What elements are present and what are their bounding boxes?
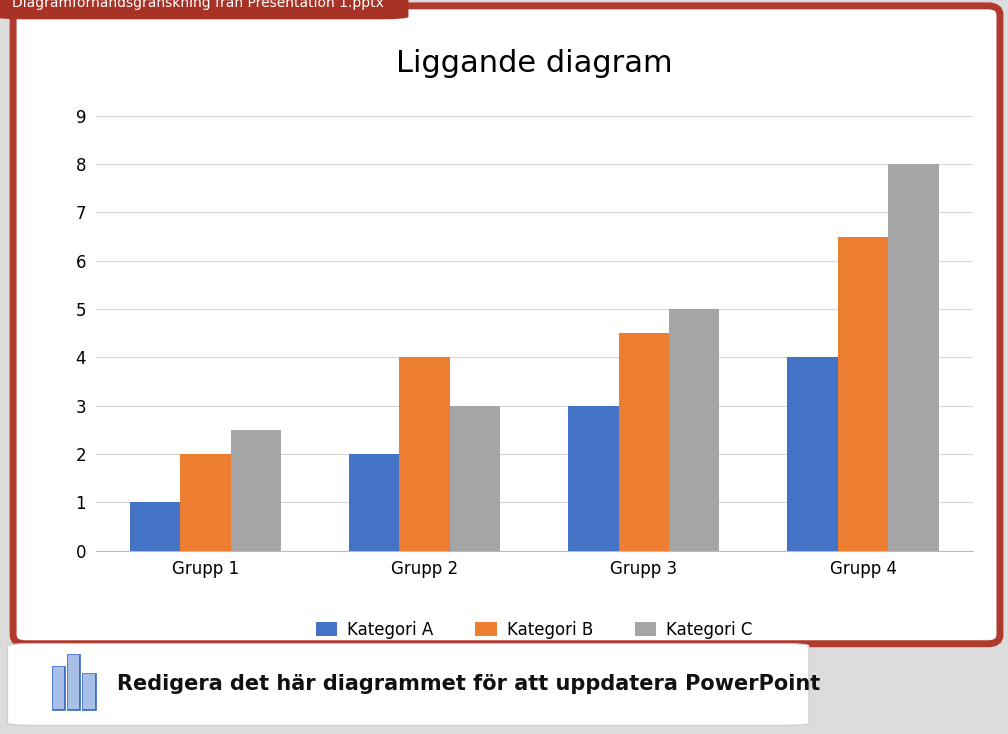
- Bar: [888, 164, 938, 550]
- Title: Liggande diagram: Liggande diagram: [396, 49, 672, 79]
- Bar: [619, 333, 669, 550]
- Text: Redigera det här diagrammet för att uppdatera PowerPoint: Redigera det här diagrammet för att uppd…: [117, 675, 821, 694]
- Bar: [787, 357, 838, 550]
- Bar: [450, 406, 500, 550]
- Bar: [231, 430, 281, 550]
- Bar: [130, 502, 180, 550]
- Text: Diagramförhandsgranskning från Presentation 1.pptx: Diagramförhandsgranskning från Presentat…: [12, 0, 384, 10]
- Bar: [69, 655, 80, 709]
- Bar: [399, 357, 450, 550]
- Bar: [52, 666, 65, 709]
- Bar: [349, 454, 399, 550]
- Bar: [83, 675, 95, 709]
- Bar: [569, 406, 619, 550]
- Legend: Kategori A, Kategori B, Kategori C: Kategori A, Kategori B, Kategori C: [309, 614, 759, 645]
- Bar: [838, 236, 888, 550]
- Bar: [52, 666, 65, 709]
- FancyBboxPatch shape: [7, 644, 808, 725]
- Bar: [180, 454, 231, 550]
- Bar: [83, 675, 95, 709]
- Bar: [69, 655, 80, 709]
- FancyBboxPatch shape: [0, 0, 408, 19]
- Bar: [669, 309, 720, 550]
